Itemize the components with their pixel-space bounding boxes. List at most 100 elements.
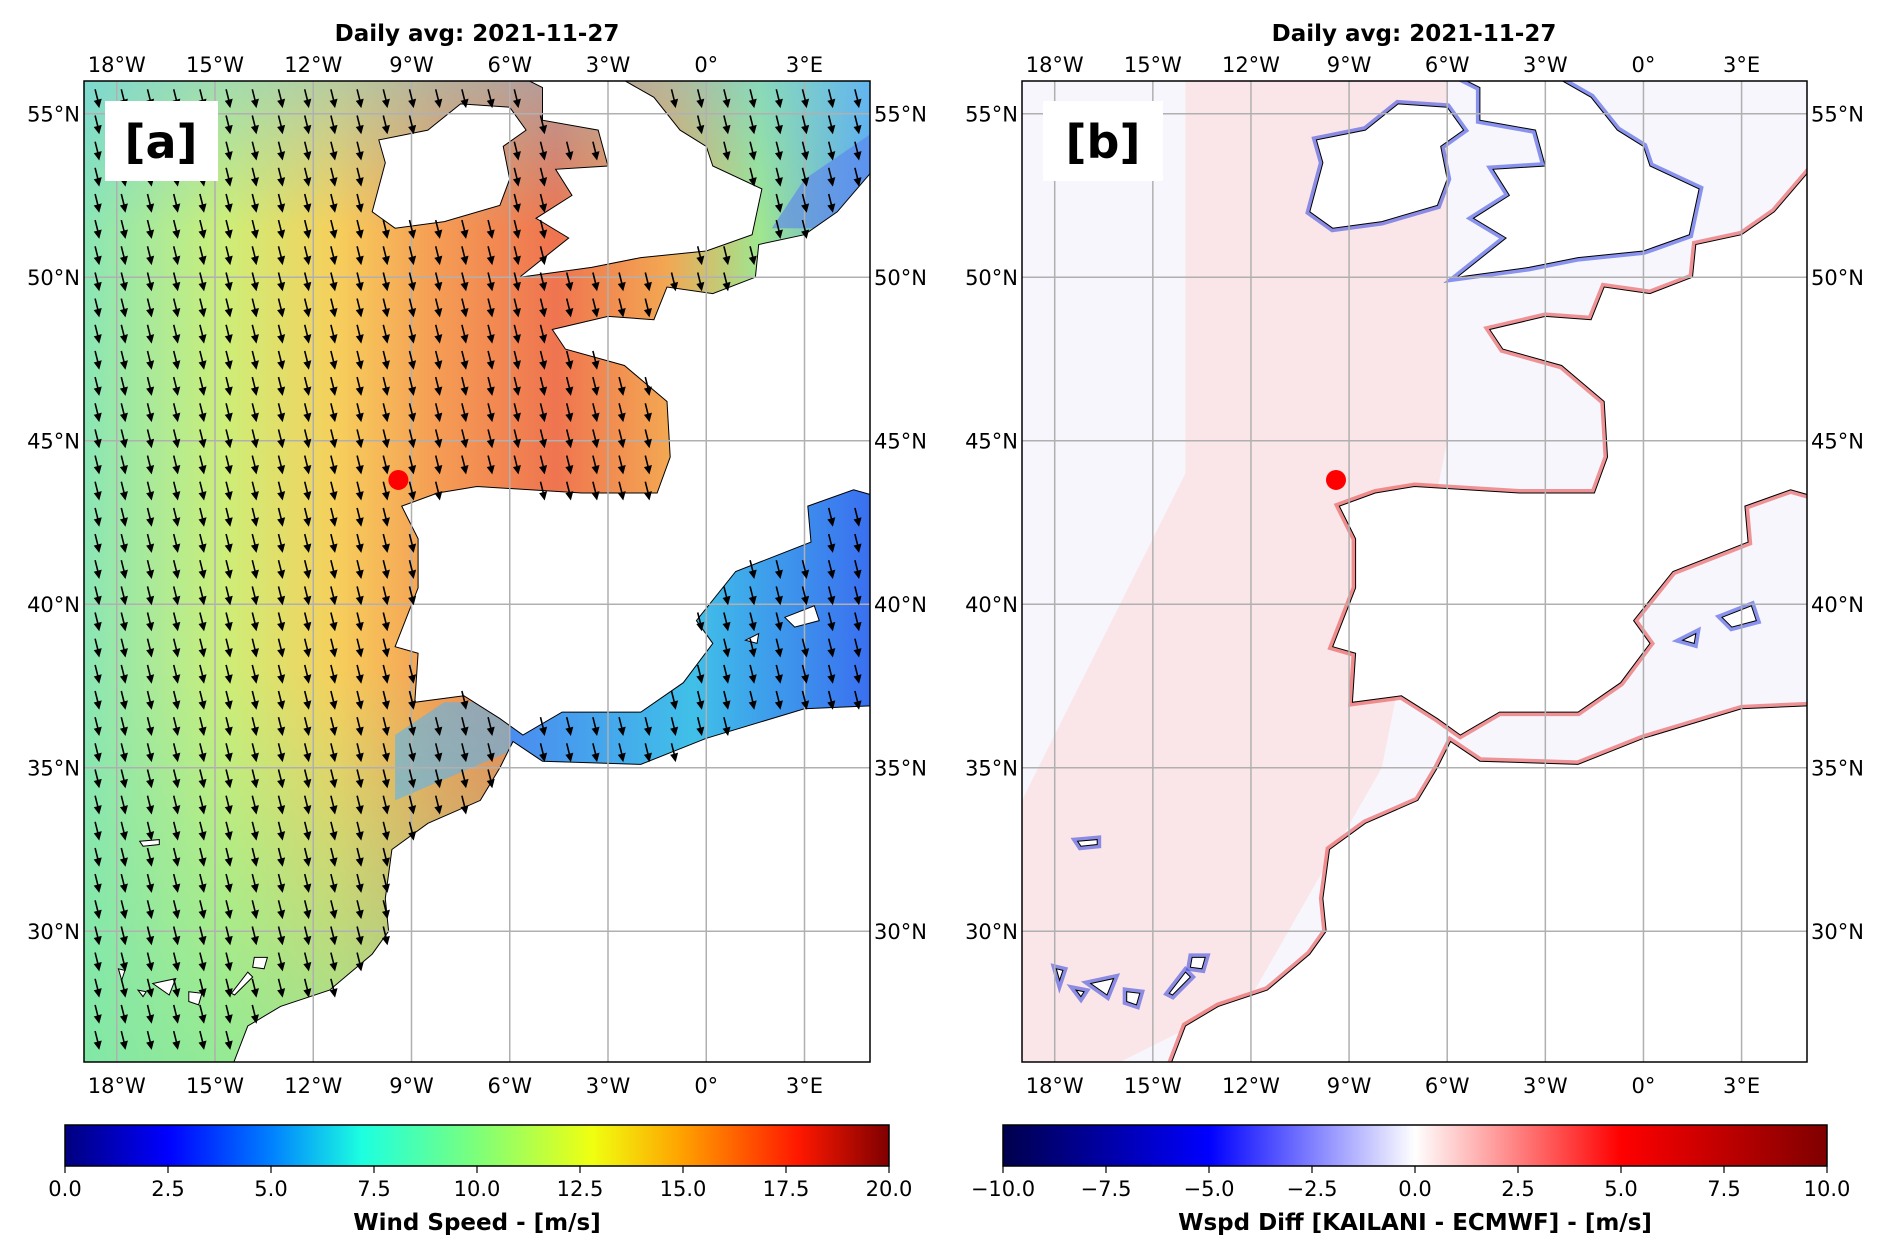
wind-arrow	[512, 429, 521, 449]
wind-arrow	[250, 926, 259, 946]
wind-arrow	[119, 1004, 128, 1024]
wind-arrow	[198, 743, 207, 763]
wind-arrow	[224, 89, 233, 109]
wind-arrow	[355, 193, 364, 213]
wind-arrow	[486, 403, 495, 423]
wind-arrow	[172, 717, 181, 736]
wind-arrow	[119, 533, 128, 553]
wind-arrow	[774, 560, 783, 579]
lat-tick-label-right: 40°N	[874, 593, 927, 617]
wind-arrow	[172, 821, 181, 841]
wind-arrow	[93, 481, 102, 501]
wind-arrow	[146, 769, 155, 789]
wind-arrow	[853, 89, 862, 109]
wind-arrow	[93, 507, 102, 527]
wind-arrow	[224, 926, 233, 946]
wind-arrow	[408, 795, 417, 815]
panel-a-title: Daily avg: 2021-11-27	[335, 21, 620, 47]
wind-arrow	[408, 743, 417, 763]
wind-arrow	[224, 1030, 233, 1050]
wind-arrow	[565, 429, 574, 449]
wind-arrow	[172, 219, 181, 239]
wind-arrow	[696, 272, 705, 292]
wind-arrow	[512, 272, 521, 292]
wind-arrow	[329, 873, 338, 893]
wind-arrow	[722, 612, 731, 632]
panel-b-label-box	[1043, 101, 1163, 181]
wind-arrow	[93, 141, 102, 161]
wind-arrow	[119, 219, 128, 239]
wind-arrow	[277, 769, 286, 789]
wind-arrow	[119, 690, 128, 710]
wind-arrow	[277, 952, 286, 972]
wind-arrow	[722, 717, 731, 736]
wind-arrow	[591, 455, 600, 475]
wind-arrow	[329, 900, 338, 920]
wind-arrow	[434, 376, 443, 396]
wind-arrow	[565, 350, 574, 370]
wind-arrow	[381, 89, 390, 109]
wind-arrow	[172, 743, 181, 763]
wind-arrow	[329, 246, 338, 266]
wind-arrow	[329, 664, 338, 684]
wind-arrow	[774, 664, 783, 684]
wind-arrow	[355, 324, 364, 344]
wind-arrow	[539, 193, 548, 213]
wind-arrow	[827, 638, 836, 658]
wind-arrow	[329, 298, 338, 318]
wind-arrow	[355, 926, 364, 946]
colorbar-tick-label: −5.0	[1184, 1177, 1235, 1201]
wind-arrow	[381, 560, 390, 579]
lat-tick-label-right: 50°N	[1811, 266, 1864, 290]
colorbar-tick-label: 0.0	[48, 1177, 81, 1201]
wind-arrow	[119, 298, 128, 318]
wind-arrow	[303, 481, 312, 501]
wind-arrow	[198, 664, 207, 684]
wind-arrow	[355, 717, 364, 736]
wind-arrow	[460, 769, 469, 789]
wind-arrow	[408, 403, 417, 423]
wind-arrow	[250, 795, 259, 815]
wind-arrow	[224, 141, 233, 161]
wind-arrow	[408, 429, 417, 449]
wind-arrow	[539, 298, 548, 318]
wind-arrow	[277, 612, 286, 632]
wind-arrow	[277, 272, 286, 292]
colorbar-b	[1002, 1124, 1828, 1167]
wind-arrow	[696, 717, 705, 736]
colorbar-tick-label: 2.5	[151, 1177, 184, 1201]
colorbar-tick-label: 15.0	[660, 1177, 707, 1201]
wind-arrow	[146, 403, 155, 423]
wind-arrow	[146, 481, 155, 501]
wind-arrow	[224, 664, 233, 684]
wind-arrow	[643, 455, 652, 475]
wind-arrow	[355, 89, 364, 109]
location-marker	[1326, 469, 1346, 490]
wind-arrow	[591, 272, 600, 292]
wind-arrow	[329, 769, 338, 789]
wind-arrow	[277, 690, 286, 710]
wind-arrow	[198, 690, 207, 710]
wind-arrow	[93, 612, 102, 632]
wind-arrow	[434, 481, 443, 501]
wind-arrow	[355, 507, 364, 527]
wind-arrow	[198, 769, 207, 789]
wind-arrow	[93, 873, 102, 893]
land-europe	[1332, 172, 1807, 736]
wind-arrow	[512, 324, 521, 344]
wind-arrow	[119, 403, 128, 423]
wind-arrow	[670, 717, 679, 736]
wind-arrow	[119, 350, 128, 370]
wind-arrow	[303, 717, 312, 736]
lat-tick-label-left: 55°N	[27, 103, 80, 127]
wind-arrow	[119, 324, 128, 344]
colorbar-tick-label: 7.5	[357, 1177, 390, 1201]
wind-arrow	[250, 167, 259, 187]
wind-arrow	[722, 586, 731, 606]
wind-arrow	[172, 481, 181, 501]
wind-arrow	[198, 219, 207, 239]
wind-arrow	[303, 795, 312, 815]
wind-arrow	[722, 638, 731, 658]
wind-arrow	[381, 533, 390, 553]
wind-arrow	[853, 560, 862, 579]
